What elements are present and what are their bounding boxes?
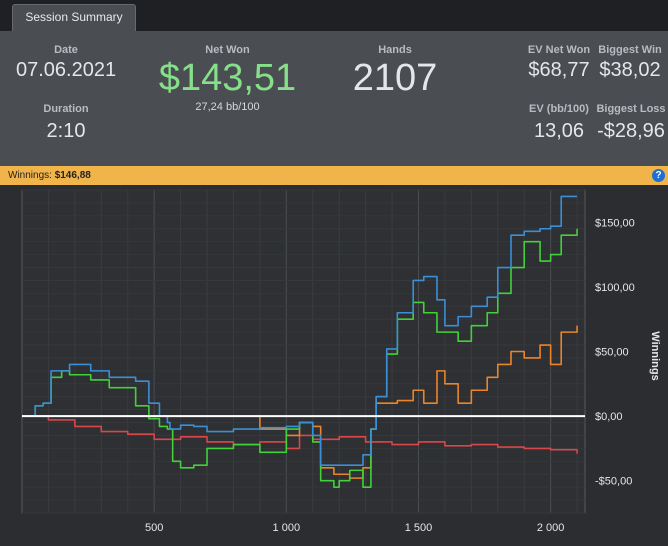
x-tick-label: 500 bbox=[145, 522, 163, 534]
ev-bb100-cell: EV (bb/100) 13,06 bbox=[524, 103, 594, 143]
winnings-chart-svg: 500 1 000 1 500 2 000 $150,00$100,00$50,00$… bbox=[21, 189, 661, 534]
biggest-loss-label: Biggest Loss bbox=[596, 103, 666, 115]
biggest-loss-cell: Biggest Loss -$28,96 bbox=[596, 103, 666, 143]
y-tick-label: $50,00 bbox=[595, 347, 629, 359]
duration-value: 2:10 bbox=[46, 120, 86, 142]
y-axis-title: Winnings bbox=[649, 331, 661, 380]
y-tick-label: -$50,00 bbox=[595, 476, 632, 488]
winnings-chart: 500 1 000 1 500 2 000 $150,00 $100,00 $50,00 $… bbox=[0, 185, 668, 541]
plot-area bbox=[21, 189, 586, 514]
biggest-loss-value: -$28,96 bbox=[597, 120, 665, 142]
x-tick-label: 1 500 bbox=[405, 522, 433, 534]
ev-net-won-label: EV Net Won bbox=[527, 44, 591, 56]
hands-cell: Hands 2107 bbox=[340, 44, 450, 100]
tab-bar: Session Summary bbox=[0, 0, 668, 31]
date-cell: Date 07.06.2021 bbox=[16, 44, 116, 82]
ev-net-won-value: $68,77 bbox=[528, 59, 590, 81]
duration-label: Duration bbox=[43, 103, 89, 115]
y-tick-label: $150,00 bbox=[595, 217, 635, 229]
x-tick-label: 2 000 bbox=[537, 522, 565, 534]
x-tick-label: 1 000 bbox=[273, 522, 301, 534]
series-line-blue bbox=[22, 195, 578, 466]
help-icon[interactable]: ? bbox=[652, 169, 665, 182]
series-lines bbox=[22, 195, 578, 488]
x-axis: 500 1 000 1 500 2 000 bbox=[145, 522, 564, 534]
biggest-win-label: Biggest Win bbox=[598, 44, 662, 56]
duration-cell: Duration 2:10 bbox=[16, 103, 116, 143]
date-label: Date bbox=[54, 44, 78, 56]
net-won-label: Net Won bbox=[205, 44, 250, 56]
y-axis: $150,00 $100,00 $50,00 $0,00 -$50,00 bbox=[595, 217, 635, 487]
net-won-value: $143,51 bbox=[158, 57, 297, 99]
ev-bb100-value: 13,06 bbox=[533, 120, 585, 142]
date-value: 07.06.2021 bbox=[16, 59, 117, 81]
winnings-summary: Winnings: $146,88 bbox=[8, 166, 91, 185]
hands-label: Hands bbox=[378, 44, 412, 56]
winnings-value: $146,88 bbox=[54, 170, 91, 181]
hands-value: 2107 bbox=[352, 57, 438, 99]
biggest-win-value: $38,02 bbox=[599, 59, 661, 81]
net-won-cell: Net Won $143,51 27,24 bb/100 bbox=[145, 44, 310, 113]
winnings-bar: Winnings: $146,88 ? bbox=[0, 166, 668, 185]
net-won-bb100: 27,24 bb/100 bbox=[195, 101, 260, 113]
y-tick-label: $100,00 bbox=[595, 282, 635, 294]
grid bbox=[22, 189, 585, 514]
biggest-win-cell: Biggest Win $38,02 bbox=[596, 44, 664, 82]
y-tick-label: $0,00 bbox=[595, 411, 623, 423]
ev-bb100-label: EV (bb/100) bbox=[529, 103, 589, 115]
winnings-label: Winnings: bbox=[8, 170, 52, 181]
ev-net-won-cell: EV Net Won $68,77 bbox=[524, 44, 594, 82]
session-summary-panel: Date 07.06.2021 Duration 2:10 Net Won $1… bbox=[0, 31, 668, 166]
tab-session-summary[interactable]: Session Summary bbox=[12, 4, 136, 31]
series-line-green bbox=[22, 228, 578, 488]
